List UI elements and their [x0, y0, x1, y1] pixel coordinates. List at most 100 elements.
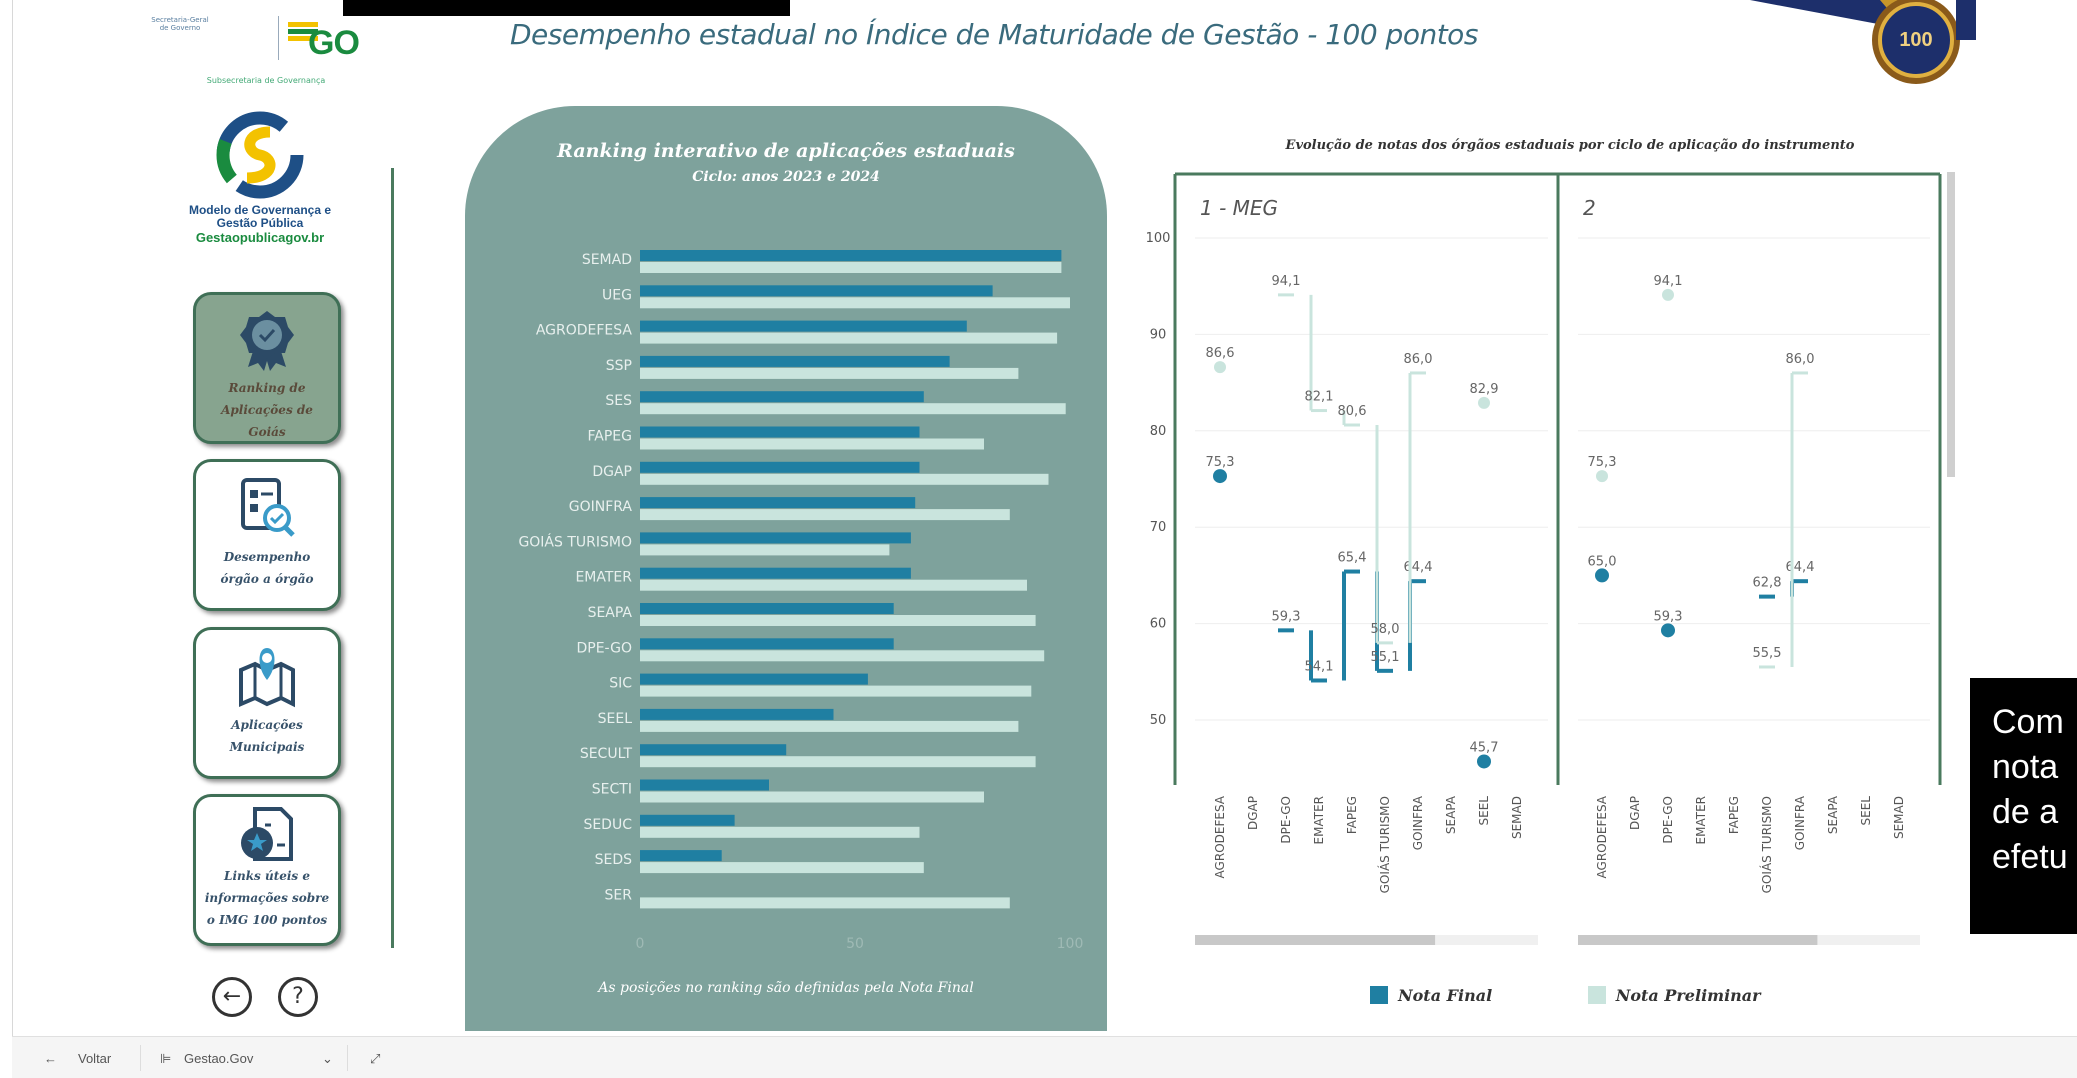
y-tick-label: 100 [1146, 231, 1171, 246]
category-label: SEEL [1477, 796, 1491, 826]
nav-links-label-2: informações sobre [204, 891, 330, 905]
ranking-panel: SEMAD UEG AGRODEFESA SSP SES FAPEG DGAP GOINFRA… [465, 106, 1107, 1031]
logo-site: Gestaopublicagov.br [195, 230, 325, 245]
ranking-title: Ranking interativo de aplicações estadua… [557, 140, 1015, 162]
bar-nota-preliminar [640, 297, 1070, 309]
category-label: SEMAD [1892, 796, 1906, 839]
category-label: AGRODEFESA [1595, 795, 1609, 878]
governance-model-icon [216, 111, 304, 199]
bar-divider [140, 1045, 141, 1071]
category-label: SER [605, 887, 633, 903]
y-tick-label: 90 [1150, 327, 1167, 342]
ranking-subtitle: Ciclo: anos 2023 e 2024 [692, 169, 880, 185]
logo-line-2: Gestão Pública [216, 216, 304, 230]
nav-ranking-button[interactable]: Ranking de Aplicações de Goiás [193, 292, 341, 444]
sidebar-divider [391, 168, 394, 948]
evolution-legend: Nota Final Nota Preliminar [1370, 986, 1851, 1005]
point-final [1477, 754, 1491, 769]
data-label: 86,0 [1786, 352, 1815, 367]
bar-nota-final [640, 779, 769, 791]
category-label: SEAPA [588, 605, 633, 621]
category-label: GOINFRA [1793, 795, 1807, 850]
category-label: GOIÁS TURISMO [518, 533, 632, 550]
nav-desempenho-label-1: Desempenho [223, 550, 311, 564]
bar-nota-preliminar [640, 509, 1010, 521]
bar-nota-final [640, 461, 920, 473]
back-label[interactable]: Voltar [78, 1051, 112, 1066]
data-label: 55,1 [1371, 650, 1400, 665]
bar-nota-preliminar [640, 897, 1010, 909]
data-label: 82,9 [1470, 382, 1499, 397]
callout-line-3: de a [1992, 793, 2059, 831]
img-100-badge-icon: 100 [1750, 0, 1976, 84]
ranking-footnote: As posições no ranking são definidas pel… [598, 980, 974, 996]
back-button[interactable]: ← [212, 977, 252, 1017]
page-selector[interactable]: Gestao.Gov [184, 1051, 254, 1066]
nav-ranking-label-2: Aplicações de [221, 403, 313, 417]
nav-desempenho-button[interactable]: Desempenho órgão a órgão [193, 459, 341, 611]
legend-item-preliminar: Nota Preliminar [1587, 986, 1761, 1005]
category-label: FAPEG [1345, 796, 1359, 834]
bar-nota-final [640, 708, 834, 720]
vertical-scrollbar[interactable] [1947, 172, 1955, 477]
nav-municipais-button[interactable]: Aplicações Municipais [193, 627, 341, 779]
data-label: 86,0 [1404, 352, 1433, 367]
legend-label-final: Nota Final [1398, 986, 1493, 1005]
bar-nota-final [640, 320, 967, 332]
category-label: DGAP [592, 464, 632, 480]
horizontal-scrollbar-thumb [1578, 935, 1818, 945]
bar-nota-final [640, 814, 735, 826]
category-label: AGRODEFESA [536, 323, 633, 339]
bar-nota-preliminar [640, 615, 1036, 626]
data-label: 94,1 [1654, 274, 1683, 289]
nav-links-label-1: Links úteis e [224, 869, 310, 883]
nav-links-button[interactable]: Links úteis e informações sobre o IMG 10… [193, 794, 341, 946]
data-label: 64,4 [1786, 560, 1815, 575]
data-label: 54,1 [1305, 659, 1334, 674]
chevron-down-icon[interactable]: ⌄ [322, 1051, 333, 1066]
point-preliminar [1478, 396, 1490, 409]
document-star-icon [241, 807, 293, 861]
bar-nota-final [640, 603, 894, 614]
category-label: SEEL [1859, 796, 1873, 826]
category-label: SIC [609, 676, 632, 692]
bar-nota-preliminar [640, 685, 1032, 697]
category-label: DGAP [1246, 796, 1260, 830]
nav-ranking-label-3: Goiás [248, 425, 286, 439]
evolution-chart: 50 60 70 80 90 100 1 - MEG AGRODEFESA DGAP DPE-GO… [1146, 172, 1942, 945]
data-label: 75,3 [1206, 455, 1235, 470]
point-final [1213, 469, 1227, 484]
bar-nota-final [640, 850, 722, 862]
category-label: DGAP [1628, 796, 1642, 830]
point-preliminar [1214, 361, 1226, 374]
category-label: SEDUC [583, 817, 632, 833]
bar-nota-final [640, 391, 924, 403]
map-pin-icon [239, 648, 295, 708]
category-label: AGRODEFESA [1213, 795, 1227, 878]
badge-text: 100 [1899, 29, 1932, 51]
category-label: EMATER [1312, 796, 1326, 844]
goias-flag-icon [288, 22, 318, 41]
category-label: SEEL [598, 711, 633, 727]
bar-nota-preliminar [640, 579, 1027, 591]
back-arrow-icon[interactable]: ← [44, 1051, 57, 1066]
report-navigation-bar: ← Voltar ⊫ Gestao.Gov ⌄ ⤢ [12, 1036, 2077, 1078]
category-label: SEMAD [1510, 796, 1524, 839]
legend-swatch-final [1370, 986, 1388, 1004]
category-label: SES [605, 393, 632, 409]
category-label: SSP [606, 358, 632, 374]
y-tick-label: 70 [1150, 520, 1167, 535]
logo-line-1: Modelo de Governança e [188, 203, 332, 217]
help-button[interactable]: ? [278, 977, 318, 1017]
bar-nota-preliminar [640, 473, 1049, 485]
bar-nota-preliminar [640, 367, 1019, 379]
legend-swatch-preliminar [1587, 986, 1606, 1004]
bar-nota-preliminar [640, 332, 1058, 344]
bar-nota-preliminar [640, 262, 1062, 273]
callout-line-4: efetu [1992, 838, 2068, 876]
y-tick-label: 60 [1150, 617, 1167, 632]
page-title: Desempenho estadual no Índice de Maturid… [510, 18, 1478, 51]
legend-label-preliminar: Nota Preliminar [1615, 986, 1761, 1005]
expand-icon[interactable]: ⤢ [370, 1051, 381, 1066]
data-label: 59,3 [1654, 609, 1683, 624]
